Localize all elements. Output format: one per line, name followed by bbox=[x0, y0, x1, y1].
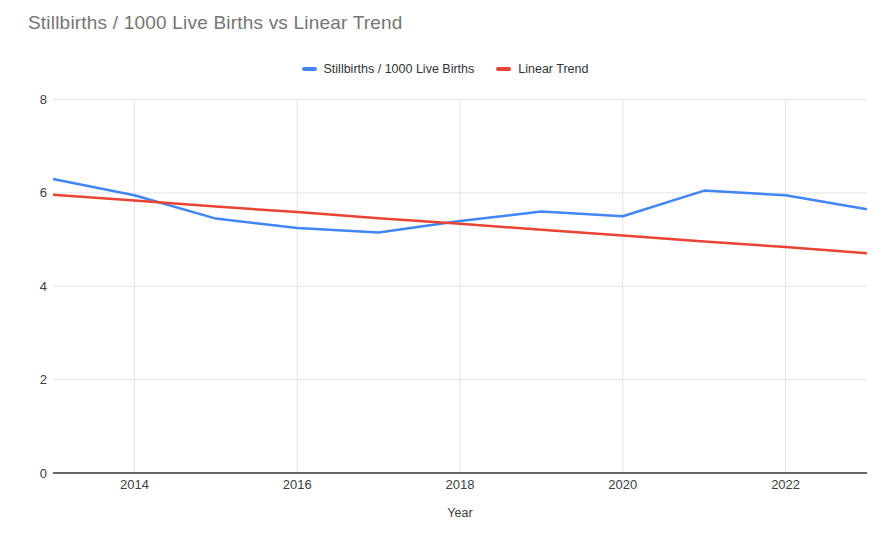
x-tick-label: 2018 bbox=[446, 477, 475, 492]
x-tick-label: 2014 bbox=[120, 477, 149, 492]
y-tick-label: 6 bbox=[40, 185, 47, 200]
x-tick-label: 2016 bbox=[283, 477, 312, 492]
chart-container: Stillbirths / 1000 Live Births vs Linear… bbox=[0, 0, 890, 545]
y-tick-label: 2 bbox=[40, 372, 47, 387]
x-tick-label: 2020 bbox=[608, 477, 637, 492]
y-tick-label: 4 bbox=[40, 279, 47, 294]
y-tick-label: 8 bbox=[40, 92, 47, 107]
y-tick-label: 0 bbox=[40, 466, 47, 481]
plot-area: 0 2 4 6 8 2014 2016 2018 2020 2022 Year bbox=[0, 0, 890, 545]
x-tick-label: 2022 bbox=[771, 477, 800, 492]
x-axis-title: Year bbox=[447, 506, 472, 520]
